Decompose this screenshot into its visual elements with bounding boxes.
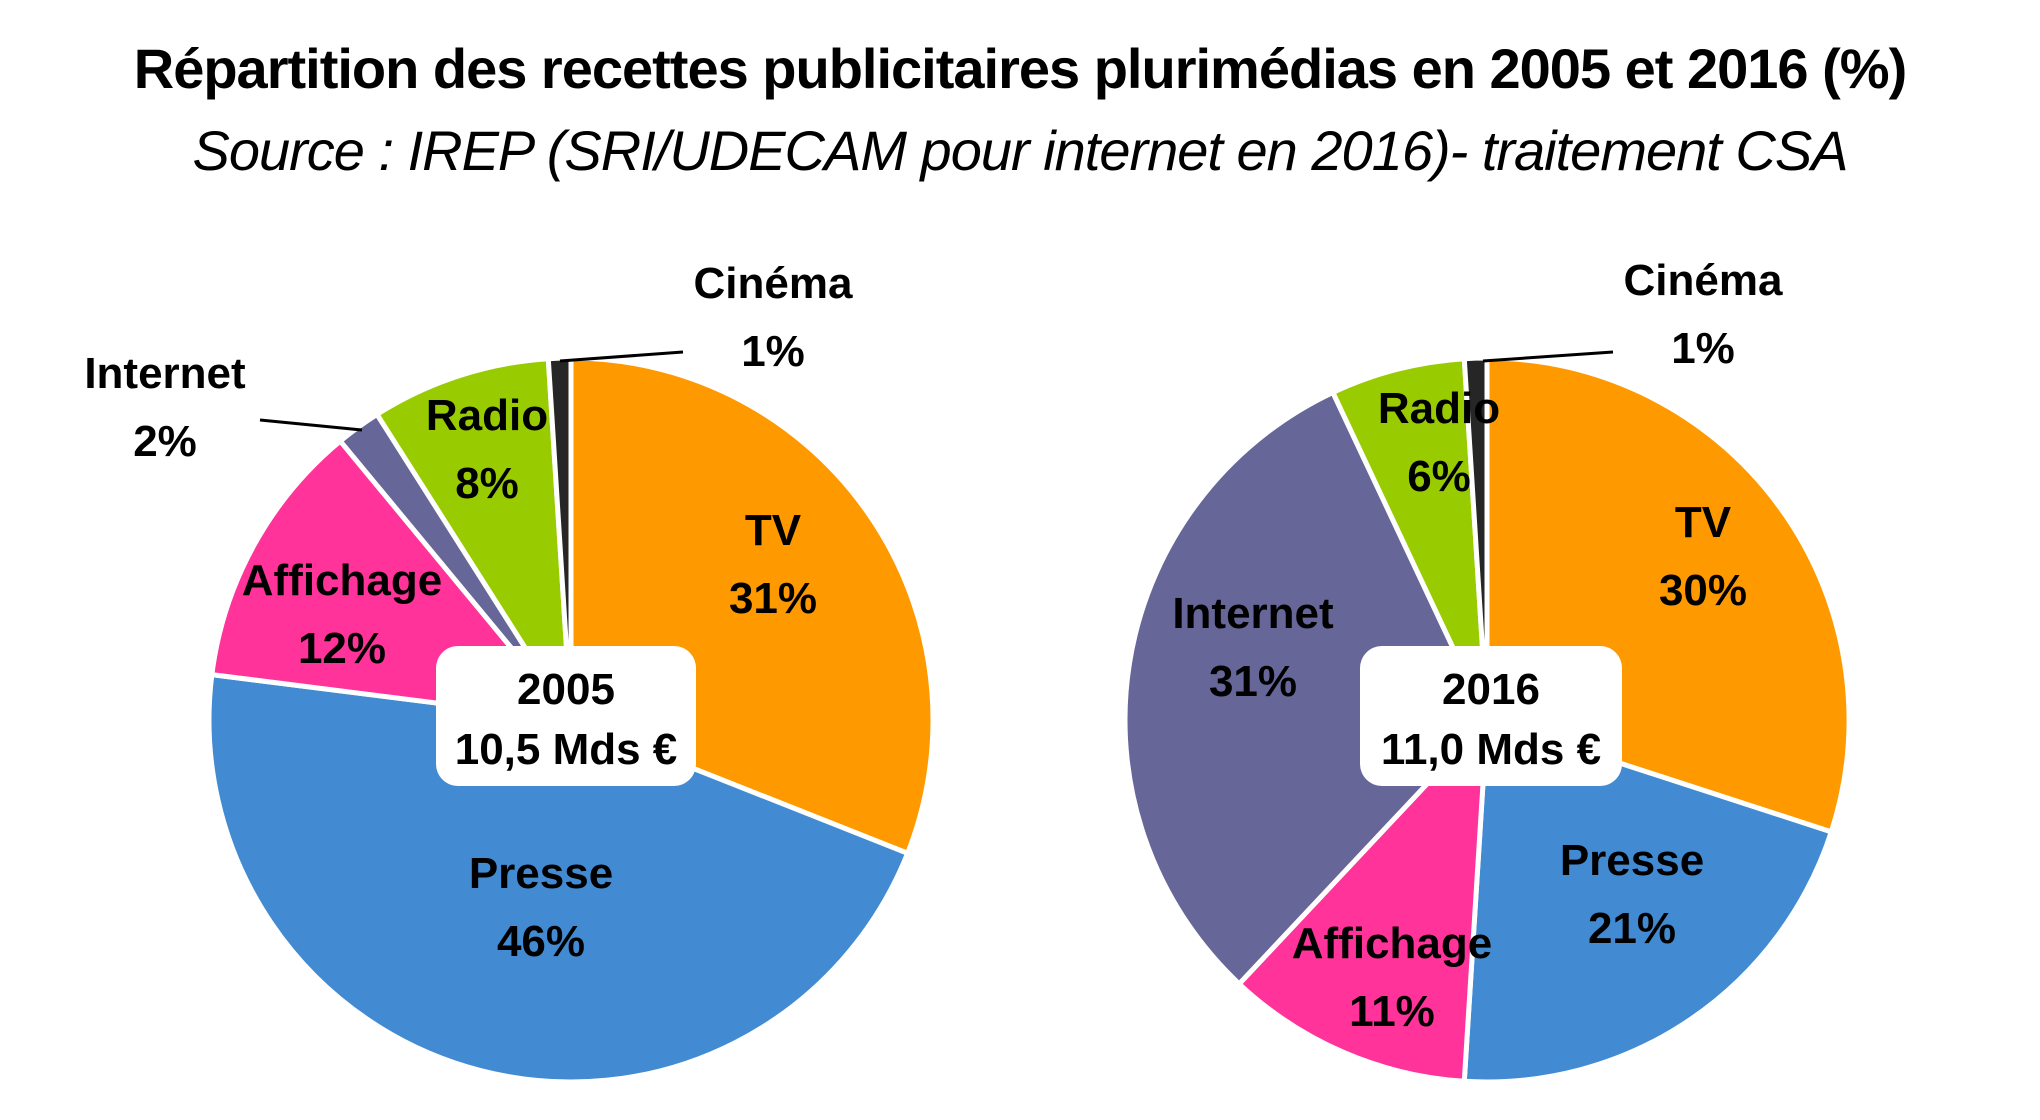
slice-label-radio: Radio (426, 391, 548, 440)
slice-radio (1330, 356, 1490, 723)
leader-line-internet (259, 418, 363, 432)
slice-affichage (1236, 717, 1490, 1084)
slice-label-presse: Presse (1560, 836, 1704, 885)
slice-value-affichage: 11% (1349, 987, 1435, 1036)
center-label-box (436, 646, 696, 786)
slice-value-cinema: 1% (741, 327, 805, 376)
slice-label-tv: TV (1675, 498, 1732, 547)
slice-value-presse: 21% (1588, 904, 1676, 953)
slice-value-internet: 2% (133, 417, 197, 466)
chart-subtitle: Source : IREP (SRI/UDECAM pour internet … (192, 119, 1848, 182)
slice-label-radio: Radio (1378, 384, 1500, 433)
leader-line-cinema (1482, 350, 1614, 363)
center-label-box (1360, 646, 1622, 786)
slice-label-cinema: Cinéma (1624, 256, 1783, 305)
slice-cinema (1461, 355, 1490, 723)
pie-2016: TV 30% Presse 21% Affichage 11% Internet 31% Rad… (1122, 256, 1852, 1085)
slice-radio (374, 356, 574, 723)
slice-internet (1122, 389, 1490, 987)
slice-label-internet: Internet (84, 349, 246, 398)
slice-value-internet: 31% (1209, 657, 1297, 706)
slice-value-radio: 6% (1407, 452, 1471, 501)
slice-cinema (545, 355, 574, 723)
center-year: 2016 (1442, 665, 1540, 714)
center-total: 11,0 Mds € (1381, 725, 1601, 774)
leader-line-cinema (559, 350, 684, 363)
center-year: 2005 (517, 665, 615, 714)
slice-label-internet: Internet (1172, 589, 1334, 638)
center-total: 10,5 Mds € (455, 725, 678, 774)
slice-label-tv: TV (745, 506, 802, 555)
slice-presse (206, 672, 911, 1085)
slice-label-presse: Presse (469, 849, 613, 898)
pie-2005: TV 31% Presse 46% Affichage 12% Internet 2% Radi… (84, 259, 936, 1085)
slice-label-cinema: Cinéma (694, 259, 853, 308)
slice-label-affichage: Affichage (1292, 919, 1492, 968)
slice-value-affichage: 12% (298, 624, 386, 673)
slice-value-tv: 30% (1659, 566, 1747, 615)
slice-presse (1461, 717, 1834, 1085)
slice-value-cinema: 1% (1671, 324, 1735, 373)
chart-title: Répartition des recettes publicitaires p… (133, 37, 1907, 100)
slice-value-tv: 31% (729, 574, 817, 623)
slice-value-radio: 8% (455, 459, 519, 508)
slice-label-affichage: Affichage (242, 556, 442, 605)
slice-value-presse: 46% (497, 917, 585, 966)
